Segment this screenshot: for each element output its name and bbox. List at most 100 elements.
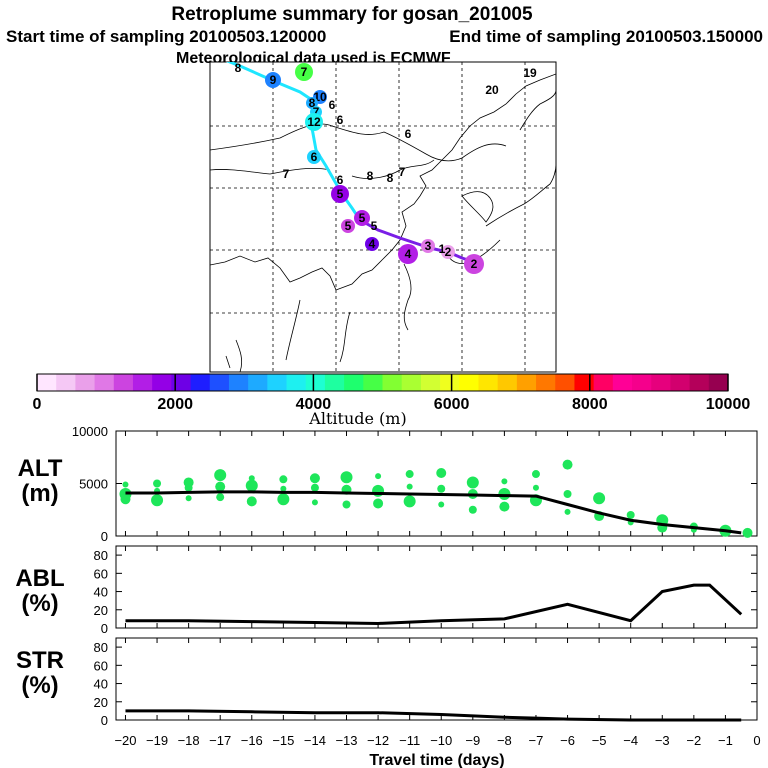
alt-point: [501, 478, 508, 485]
panel-label: ABL: [15, 565, 64, 592]
colorbar-cell: [497, 374, 518, 391]
y-tick-label: 60: [94, 658, 108, 673]
map-marker: 9: [265, 72, 281, 88]
colorbar-cell: [75, 374, 96, 391]
map-marker: 6: [405, 127, 412, 141]
map-marker: 6: [307, 150, 321, 164]
x-tick-label: −11: [399, 733, 420, 748]
colorbar-cell: [171, 374, 192, 391]
map-marker-label: 6: [337, 113, 344, 127]
map-marker-label: 2: [471, 257, 478, 271]
map-marker: 5: [371, 219, 378, 233]
alt-point: [403, 495, 416, 508]
x-tick-label: −2: [686, 733, 701, 748]
alt-point: [438, 501, 445, 508]
map-marker: 2: [441, 245, 455, 259]
map-marker-dot: [305, 113, 323, 131]
alt-point: [406, 483, 413, 490]
colorbar-cell: [152, 374, 172, 391]
x-tick-label: −3: [655, 733, 670, 748]
x-tick-label: −6: [560, 733, 575, 748]
x-tick-label: −14: [304, 733, 326, 748]
colorbar-tick-label: 10000: [706, 396, 751, 413]
y-tick-label: 60: [94, 566, 108, 581]
map-marker: 5: [331, 185, 349, 203]
alt-point: [216, 493, 225, 502]
alt-point: [311, 499, 318, 506]
alt-point: [468, 505, 477, 514]
alt-point: [309, 473, 320, 484]
alt-point: [277, 493, 290, 506]
map-marker: 4: [398, 244, 418, 264]
y-tick-label: 0: [101, 529, 108, 544]
colorbar-cell: [459, 374, 479, 391]
colorbar-cell: [113, 374, 134, 391]
map-marker: 8: [367, 169, 374, 183]
map-marker: 3: [421, 239, 435, 253]
x-tick-label: −7: [529, 733, 544, 748]
colorbar-tick-label: 2000: [157, 396, 193, 413]
map-marker: 6: [337, 173, 344, 187]
abl-line: [125, 583, 743, 625]
x-tick-label: −17: [209, 733, 231, 748]
colorbar-cell: [612, 374, 633, 391]
map-marker: 8: [306, 96, 318, 110]
alt-point: [342, 500, 351, 509]
map-marker-dot: [464, 254, 484, 274]
str-panel: 80 60 40 20 0 STR(%): [16, 637, 758, 728]
alt-point: [562, 459, 573, 470]
x-tick-label: −19: [146, 733, 168, 748]
map-marker-label: 12: [307, 115, 321, 129]
map-marker-label: 3: [425, 239, 432, 253]
colorbar-cell: [363, 374, 383, 391]
panel-unit: (%): [21, 590, 58, 617]
map-marker: 6: [329, 98, 336, 112]
x-axis: −20 −19 −18 −17 −16 −15 −14 −13 −12 −11 −10 −9 −8 −7−…: [114, 733, 760, 748]
map-marker-label: 4: [369, 237, 376, 251]
colorbar-cell: [708, 374, 729, 391]
map-marker: 1: [439, 242, 446, 256]
colorbar-cell: [536, 374, 556, 391]
figure-title: Retroplume summary for gosan_201005: [171, 4, 533, 25]
map-marker-label: 7: [313, 105, 320, 119]
colorbar-cell: [344, 374, 364, 391]
panel-unit: (%): [21, 672, 58, 699]
y-tick-label: 20: [94, 603, 108, 618]
map-marker-label: 7: [301, 65, 308, 79]
y-tick-label: 40: [94, 677, 108, 692]
alt-point: [151, 494, 164, 507]
alt-median-line: [125, 490, 742, 535]
x-axis-label: Travel time (days): [369, 752, 504, 768]
y-tick-label: 0: [101, 713, 108, 728]
x-tick-label: −1: [718, 733, 733, 748]
colorbar-label: Altitude (m): [308, 409, 406, 428]
alt-point: [375, 473, 382, 480]
map-marker-label: 9: [270, 73, 277, 87]
map-marker-label: 7: [283, 167, 290, 181]
colorbar-cell: [190, 374, 211, 391]
colorbar-cell: [228, 374, 249, 391]
abl-panel: 80 60 40 20 0 ABL(%): [15, 545, 758, 636]
alt-point: [373, 498, 384, 509]
end-time-label: End time of sampling 20100503.150000: [449, 27, 763, 46]
colorbar-cell: [420, 374, 441, 391]
alt-point: [437, 484, 446, 493]
panel-unit: (m): [21, 480, 58, 507]
alt-point: [246, 496, 257, 507]
map-marker: 7: [399, 165, 406, 179]
alt-point: [122, 481, 129, 488]
map-marker-label: 6: [311, 150, 318, 164]
colorbar-cell: [248, 374, 268, 391]
alt-point: [215, 481, 226, 492]
alt-point: [564, 508, 571, 515]
map-marker-dot: [341, 219, 355, 233]
map-marker-label: 2: [445, 245, 452, 259]
panel-label: ALT: [18, 455, 63, 482]
colorbar-cell: [209, 374, 230, 391]
map-marker-label: 5: [345, 219, 352, 233]
alt-point: [245, 479, 258, 492]
colorbar-cell: [478, 374, 499, 391]
map-marker-label: 19: [523, 66, 537, 80]
x-tick-label: −12: [367, 733, 389, 748]
